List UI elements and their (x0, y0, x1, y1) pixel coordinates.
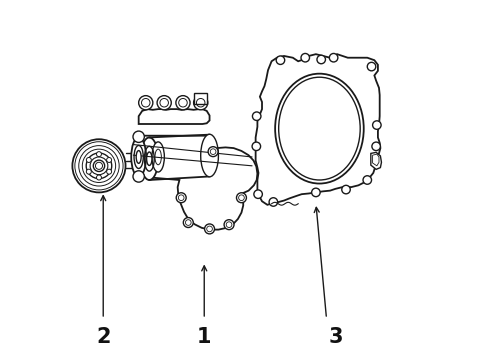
Polygon shape (139, 109, 210, 124)
Circle shape (208, 147, 218, 157)
Ellipse shape (136, 150, 141, 163)
Circle shape (254, 190, 262, 198)
Circle shape (176, 193, 186, 203)
Circle shape (133, 171, 145, 182)
Polygon shape (139, 136, 257, 230)
Circle shape (252, 142, 261, 150)
Ellipse shape (152, 142, 164, 172)
Circle shape (157, 96, 171, 110)
Circle shape (205, 224, 215, 234)
Polygon shape (371, 152, 381, 169)
Circle shape (329, 54, 338, 62)
Circle shape (194, 96, 208, 110)
Circle shape (224, 220, 234, 230)
Circle shape (139, 96, 153, 110)
Ellipse shape (131, 138, 146, 176)
Ellipse shape (275, 74, 364, 184)
Circle shape (368, 62, 376, 71)
Circle shape (183, 217, 193, 228)
FancyBboxPatch shape (195, 93, 207, 104)
Text: 1: 1 (197, 327, 212, 347)
Circle shape (86, 153, 112, 179)
Circle shape (342, 185, 350, 194)
Circle shape (372, 121, 381, 129)
Circle shape (252, 112, 261, 121)
Circle shape (363, 176, 371, 184)
Circle shape (301, 54, 310, 62)
Circle shape (276, 56, 285, 64)
Circle shape (133, 131, 145, 143)
Text: 3: 3 (328, 327, 343, 347)
Circle shape (107, 157, 112, 162)
Circle shape (312, 188, 320, 197)
Text: 2: 2 (96, 327, 110, 347)
Circle shape (97, 152, 101, 157)
Circle shape (97, 175, 101, 180)
Circle shape (269, 198, 278, 206)
Circle shape (86, 169, 91, 174)
Circle shape (73, 139, 125, 192)
Circle shape (93, 160, 105, 171)
Ellipse shape (141, 138, 158, 180)
Polygon shape (256, 54, 380, 205)
Circle shape (86, 157, 91, 162)
Circle shape (176, 96, 190, 110)
Circle shape (237, 193, 246, 203)
Circle shape (372, 142, 380, 150)
Ellipse shape (201, 134, 219, 177)
Circle shape (107, 169, 112, 174)
Ellipse shape (147, 152, 152, 166)
Circle shape (317, 55, 325, 64)
